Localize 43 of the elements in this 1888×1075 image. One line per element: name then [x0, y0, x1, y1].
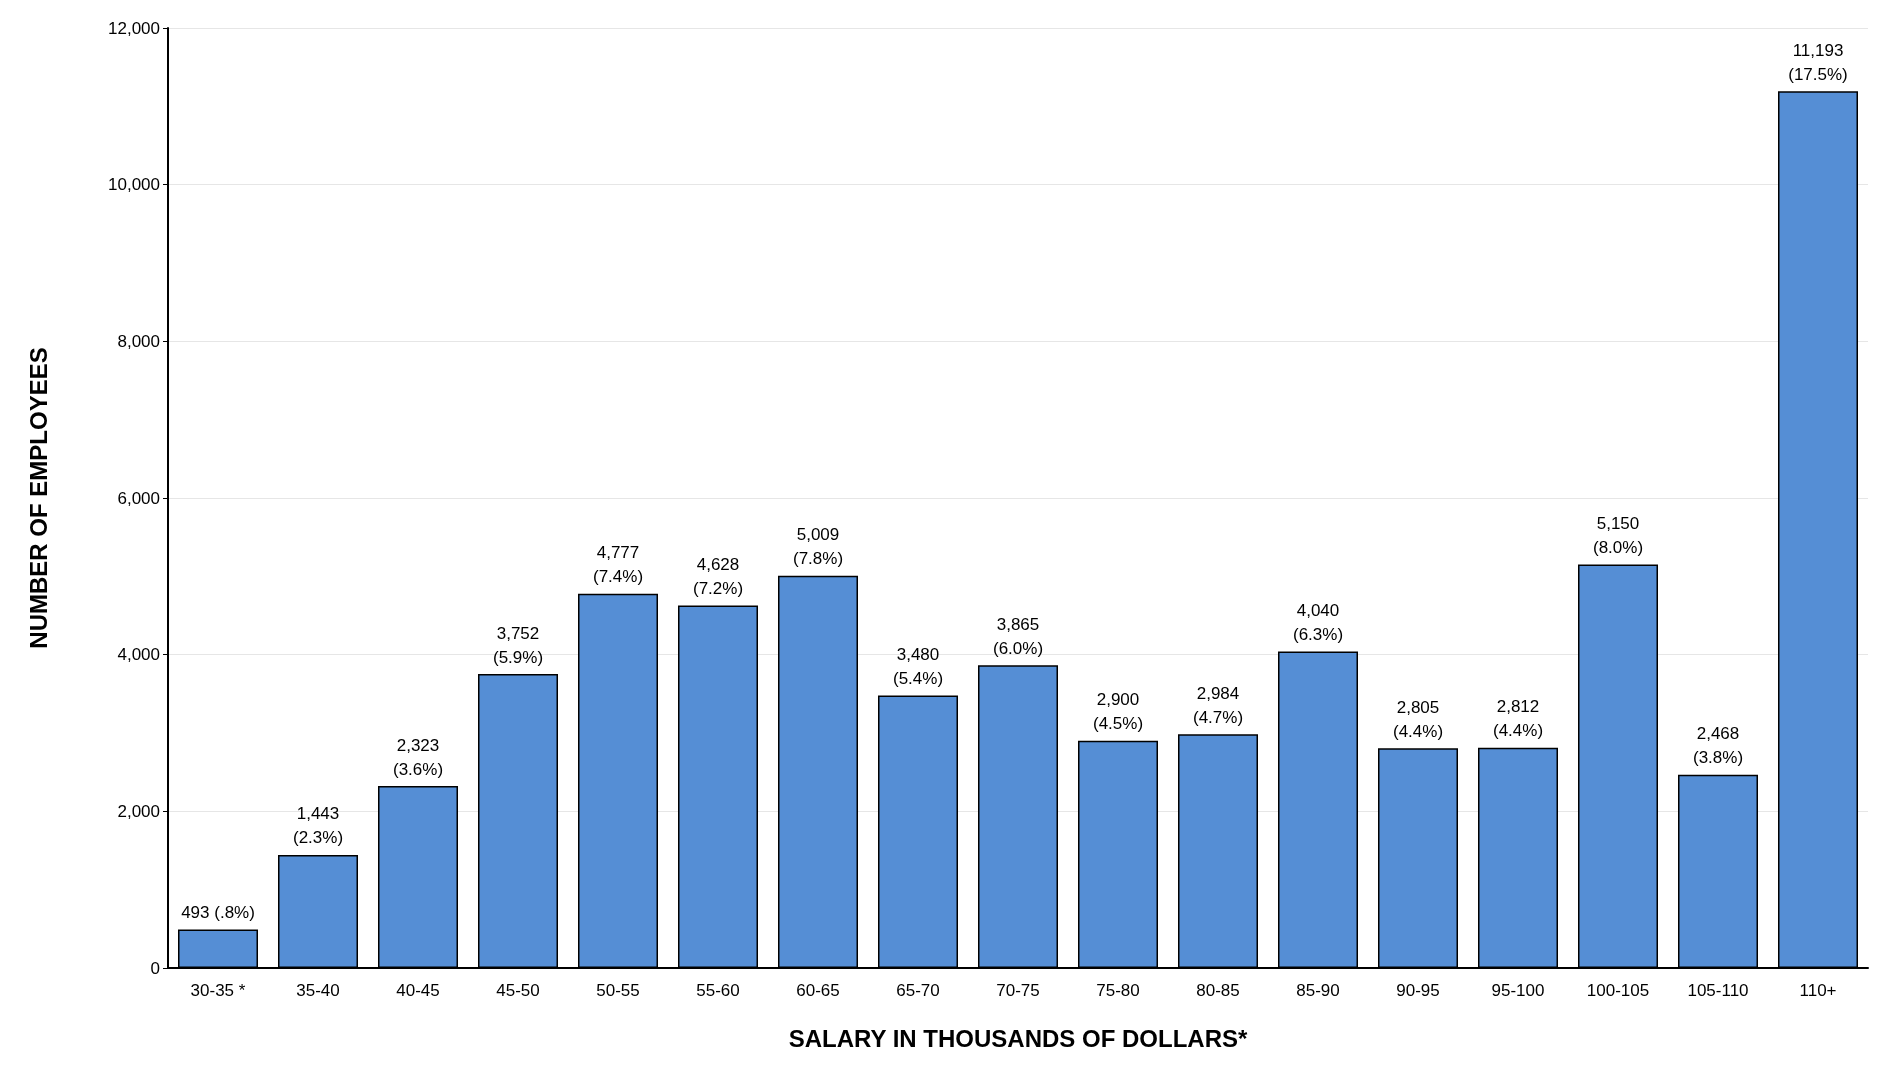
data-label: 4,777 (7.4%): [592, 543, 644, 587]
data-label: 2,900 (4.5%): [1092, 690, 1144, 734]
x-tick-label: 65-70: [896, 981, 940, 1000]
data-label: 5,150 (8.0%): [1592, 514, 1644, 558]
y-tick-label: 8,000: [117, 331, 160, 351]
x-tick-label: 85-90: [1296, 981, 1340, 1000]
x-tick-label: 45-50: [496, 981, 540, 1000]
data-label: 5,009 (7.8%): [792, 525, 844, 569]
data-label: 3,865 (6.0%): [992, 614, 1044, 658]
data-label: 2,812 (4.4%): [1492, 697, 1544, 741]
data-label: 11,193 (17.5%): [1788, 40, 1848, 84]
data-label: 2,984 (4.7%): [1192, 683, 1244, 727]
x-tick-label: 60-65: [796, 981, 840, 1000]
x-tick-label: 70-75: [996, 981, 1040, 1000]
data-label: 2,323 (3.6%): [392, 735, 444, 779]
y-tick-label: 4,000: [117, 645, 160, 665]
x-tick-label: 90-95: [1396, 981, 1440, 1000]
x-tick-label: 55-60: [696, 981, 740, 1000]
x-tick-label: 50-55: [596, 981, 640, 1000]
data-label: 4,628 (7.2%): [692, 554, 744, 598]
x-axis-title: SALARY IN THOUSANDS OF DOLLARS*: [788, 1024, 1248, 1052]
y-tick-label: 6,000: [117, 488, 160, 508]
x-tick-label: 110+: [1799, 981, 1837, 1000]
x-tick-label: 35-40: [296, 981, 340, 1000]
x-tick-label: 80-85: [1196, 981, 1240, 1000]
y-tick-label: 2,000: [117, 801, 160, 821]
x-tick-label: 30-35 *: [190, 981, 246, 1000]
data-label: 2,468 (3.8%): [1692, 724, 1744, 768]
data-label: 1,443 (2.3%): [292, 804, 344, 848]
y-tick-label: 10,000: [108, 175, 160, 195]
x-tick-label: 75-80: [1096, 981, 1140, 1000]
data-label: 4,040 (6.3%): [1292, 601, 1344, 645]
x-tick-label: 40-45: [396, 981, 440, 1000]
data-label: 3,752 (5.9%): [492, 623, 544, 667]
x-tick-label: 100-105: [1586, 981, 1650, 1000]
x-tick-label: 105-110: [1687, 981, 1749, 1000]
y-axis-title: NUMBER OF EMPLOYEES: [24, 347, 52, 649]
x-tick-label: 95-100: [1491, 981, 1545, 1000]
data-label: 2,805 (4.4%): [1392, 697, 1444, 741]
y-tick-label: 12,000: [108, 18, 160, 38]
data-label: 493 (.8%): [181, 902, 255, 922]
y-tick-label: 0: [150, 958, 160, 978]
data-label: 3,480 (5.4%): [892, 644, 944, 688]
